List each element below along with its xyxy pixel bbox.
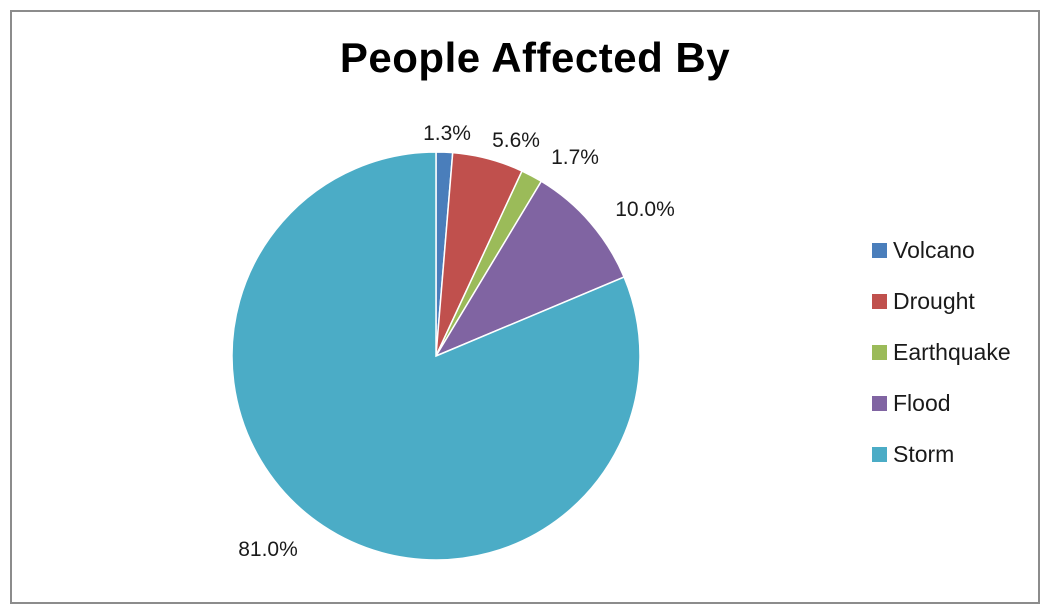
- legend-item-earthquake: Earthquake: [872, 339, 1011, 365]
- data-label-flood: 10.0%: [615, 198, 675, 221]
- pie-slice-flood: [434, 180, 626, 358]
- legend-swatch: [872, 447, 887, 462]
- data-label-storm: 81.0%: [238, 538, 298, 561]
- pie-slices: [231, 151, 641, 561]
- legend-label: Storm: [893, 441, 955, 467]
- legend-item-drought: Drought: [872, 288, 1011, 314]
- data-label-drought: 5.6%: [492, 129, 540, 152]
- legend-swatch: [872, 345, 887, 360]
- legend-item-storm: Storm: [872, 441, 1011, 467]
- legend-item-volcano: Volcano: [872, 237, 1011, 263]
- legend-label: Flood: [893, 390, 951, 416]
- legend-label: Earthquake: [893, 339, 1011, 365]
- data-label-earthquake: 1.7%: [551, 146, 599, 169]
- legend-swatch: [872, 243, 887, 258]
- pie-data-labels: 1.3% 5.6% 1.7% 10.0% 81.0%: [238, 122, 675, 561]
- legend-item-flood: Flood: [872, 390, 1011, 416]
- chart-legend: Volcano Drought Earthquake Flood Storm: [872, 237, 1011, 493]
- legend-label: Drought: [893, 288, 975, 314]
- legend-swatch: [872, 396, 887, 411]
- data-label-volcano: 1.3%: [423, 122, 471, 145]
- chart-title: People Affected By: [339, 34, 731, 81]
- legend-swatch: [872, 294, 887, 309]
- pie-slice-storm: [231, 151, 641, 561]
- legend-label: Volcano: [893, 237, 975, 263]
